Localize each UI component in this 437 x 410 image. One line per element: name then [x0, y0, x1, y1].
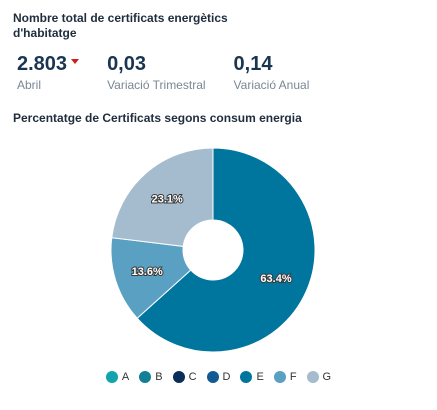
legend-item-f[interactable]: F	[273, 371, 297, 383]
data-label-f: 13.6%	[132, 266, 163, 278]
legend-marker	[105, 371, 118, 383]
legend-label: F	[289, 371, 297, 383]
legend: A B C D E F G	[0, 371, 437, 383]
kpi-annual: 0,14 Variació Anual	[234, 52, 310, 92]
legend-marker	[139, 371, 152, 383]
kpi-total-value-row: 2.803	[17, 52, 80, 76]
legend-marker	[206, 371, 219, 383]
kpi-total: 2.803 Abril	[17, 52, 80, 92]
kpi-quarterly: 0,03 Variació Trimestral	[107, 52, 205, 92]
legend-item-d[interactable]: D	[206, 371, 231, 383]
kpi-annual-value: 0,14	[233, 53, 273, 75]
kpi-quarterly-label: Variació Trimestral	[107, 78, 206, 92]
legend-marker	[240, 371, 253, 383]
kpi-row: 2.803 Abril 0,03 Variació Trimestral 0,1…	[17, 52, 337, 92]
chart-title: Nombre total de certificats energètics d…	[13, 11, 228, 40]
pie-chart-title: Percentatge de Certificats segons consum…	[13, 111, 302, 125]
legend-item-g[interactable]: G	[306, 371, 332, 383]
legend-label: G	[322, 371, 332, 383]
legend-item-c[interactable]: C	[172, 371, 197, 383]
data-label-g: 23.1%	[152, 193, 183, 205]
kpi-annual-label: Variació Anual	[233, 78, 310, 92]
kpi-total-label: Abril	[17, 78, 42, 92]
legend-label: A	[121, 371, 130, 383]
legend-label: E	[256, 371, 264, 383]
pie-slice-f[interactable]	[110, 237, 192, 319]
legend-item-e[interactable]: E	[240, 371, 264, 383]
legend-marker	[306, 371, 319, 383]
legend-marker	[273, 371, 286, 383]
kpi-quarterly-value: 0,03	[107, 53, 146, 75]
legend-marker	[172, 371, 185, 383]
pie-slice-g[interactable]	[111, 147, 214, 247]
legend-label: B	[155, 371, 163, 383]
kpi-total-value: 2.803	[17, 53, 68, 75]
pie-slice-e[interactable]	[136, 147, 316, 353]
legend-label: C	[188, 371, 197, 383]
legend-label: D	[222, 371, 231, 383]
legend-item-b[interactable]: B	[139, 371, 163, 383]
data-label-e: 63.4%	[260, 273, 291, 285]
trend-down-icon	[71, 58, 80, 64]
legend-item-a[interactable]: A	[105, 371, 130, 383]
